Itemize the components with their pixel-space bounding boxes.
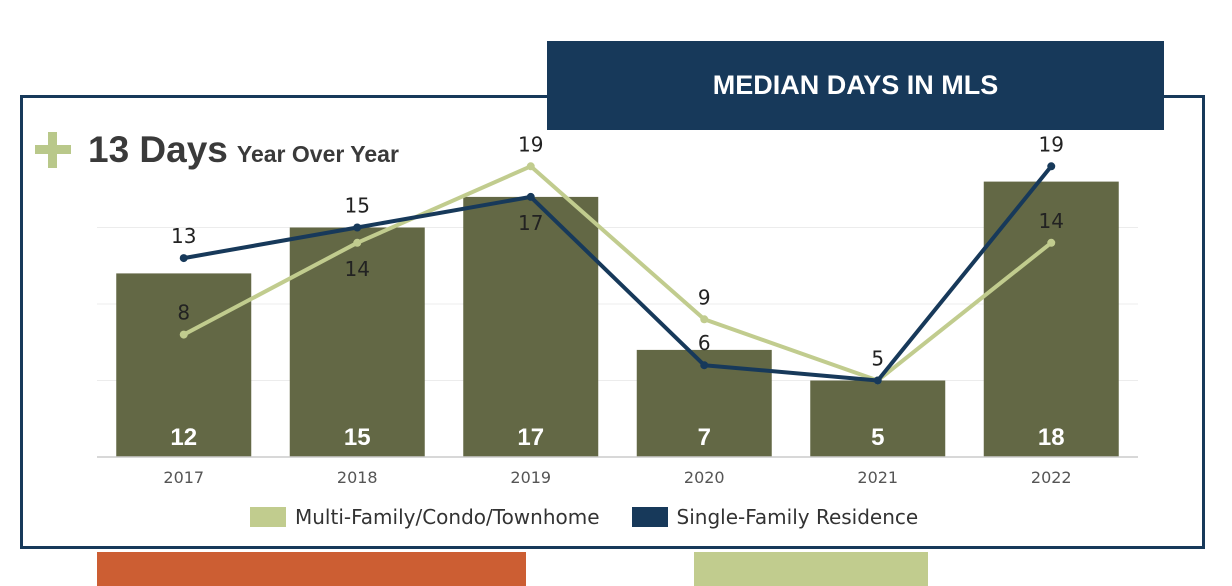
legend-item-single-family: Single-Family Residence <box>631 505 919 529</box>
single-family-value-label: 17 <box>518 211 543 235</box>
bar-value-label: 15 <box>344 424 371 451</box>
single-family-point <box>1047 162 1056 171</box>
multi-family-value-label: 9 <box>698 285 711 309</box>
change-label: Year Over Year <box>236 141 399 167</box>
legend-label-multi-family: Multi-Family/Condo/Townhome <box>295 505 600 529</box>
single-family-value-label: 13 <box>171 224 196 248</box>
x-tick-label: 2019 <box>510 468 551 487</box>
multi-family-value-label: 14 <box>1039 209 1064 233</box>
bar-2021 <box>810 380 946 457</box>
single-family-line <box>183 165 1053 383</box>
bar-value-label: 12 <box>170 424 197 451</box>
multi-family-point <box>179 330 188 339</box>
year-over-year-change: 13 Days Year Over Year <box>35 126 399 171</box>
decorative-green-block <box>694 552 928 586</box>
multi-family-point <box>353 238 362 247</box>
multi-family-point <box>700 315 709 324</box>
multi-family-value-label: 19 <box>518 132 543 156</box>
multi-family-value-label: 8 <box>177 301 190 325</box>
single-family-point <box>179 254 188 263</box>
single-family-value-label: 15 <box>345 194 370 218</box>
bar-2019 <box>463 196 599 457</box>
bar-2022 <box>983 181 1119 457</box>
multi-family-point <box>526 162 535 171</box>
multi-family-value-label: 5 <box>871 347 884 371</box>
legend-swatch-single-family <box>631 507 668 527</box>
single-family-point <box>353 223 362 232</box>
bar-2017 <box>116 273 252 457</box>
multi-family-line <box>182 164 1053 383</box>
single-family-value-label: 6 <box>698 331 711 355</box>
decorative-orange-block <box>97 552 526 586</box>
x-tick-label: 2017 <box>163 468 204 487</box>
bar-value-label: 17 <box>517 424 544 451</box>
x-tick-label: 2020 <box>684 468 725 487</box>
x-tick-label: 2022 <box>1031 468 1072 487</box>
change-value: 13 Days <box>88 129 228 170</box>
plus-icon <box>35 132 71 168</box>
legend-swatch-multi-family <box>250 507 286 527</box>
legend-item-multi-family: Multi-Family/Condo/Townhome <box>250 505 600 529</box>
bar-value-label: 5 <box>871 424 884 451</box>
multi-family-value-label: 14 <box>345 257 370 281</box>
x-tick-label: 2021 <box>857 468 898 487</box>
bar-value-label: 18 <box>1038 424 1065 451</box>
x-tick-label: 2018 <box>337 468 378 487</box>
legend-label-single-family: Single-Family Residence <box>676 505 919 529</box>
chart-title-banner: MEDIAN DAYS IN MLS <box>547 41 1164 130</box>
chart-title: MEDIAN DAYS IN MLS <box>712 70 999 100</box>
multi-family-point <box>1047 238 1056 247</box>
single-family-value-label: 19 <box>1039 132 1064 156</box>
single-family-point <box>700 361 709 370</box>
single-family-point <box>873 376 882 385</box>
single-family-point <box>526 192 535 201</box>
bar-value-label: 7 <box>698 424 711 451</box>
chart-legend: Multi-Family/Condo/Townhome Single-Famil… <box>250 505 950 529</box>
